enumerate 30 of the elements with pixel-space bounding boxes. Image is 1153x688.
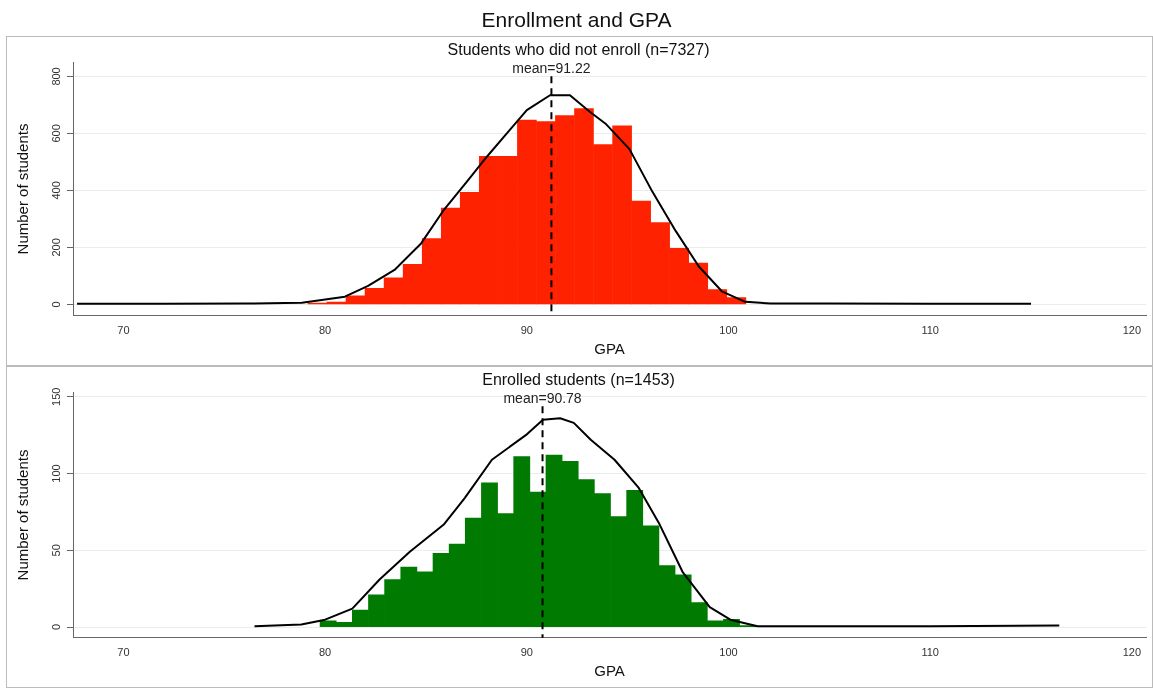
y-tick-label: 100	[50, 464, 63, 483]
ref-line-label: mean=90.78	[503, 390, 582, 407]
x-axis-title: GPA	[594, 662, 625, 680]
x-tick-label: 100	[719, 646, 738, 659]
x-tick-label: 90	[520, 646, 533, 659]
x-tick-label: 120	[1122, 646, 1142, 659]
chart-subtitle: Students who did not enroll (n=7327)	[447, 41, 710, 59]
y-tick-label: 400	[50, 181, 63, 200]
y-tick-label: 0	[50, 623, 63, 631]
y-tick-label: 800	[50, 67, 63, 86]
x-tick-label: 110	[921, 646, 939, 659]
x-tick-label: 70	[117, 646, 130, 659]
chart-subtitle: Enrolled students (n=1453)	[482, 371, 675, 389]
x-tick-label: 80	[318, 324, 332, 337]
y-tick-label: 150	[50, 387, 63, 406]
x-tick-label: 110	[921, 324, 939, 337]
x-tick-label: 80	[318, 646, 332, 659]
y-tick-label: 0	[50, 301, 63, 308]
y-axis-title: Number of students	[14, 449, 32, 581]
x-axis-title: GPA	[594, 340, 625, 358]
y-tick-label: 600	[50, 124, 63, 143]
y-tick-label: 50	[50, 544, 63, 557]
y-axis-title: Number of students	[14, 123, 32, 255]
x-tick-label: 70	[117, 324, 130, 337]
x-tick-label: 90	[520, 324, 533, 337]
x-tick-label: 100	[719, 324, 738, 337]
x-tick-label: 120	[1122, 324, 1142, 337]
y-tick-label: 200	[50, 238, 63, 257]
ref-line-label: mean=91.22	[512, 60, 591, 77]
chart-title: Enrollment and GPA	[480, 7, 673, 33]
